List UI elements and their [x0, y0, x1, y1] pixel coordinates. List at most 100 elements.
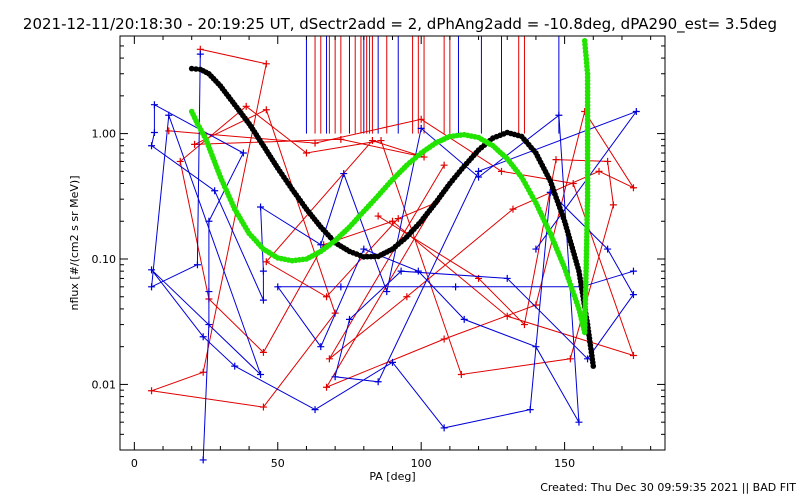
- plus-marker: [440, 161, 448, 169]
- plus-marker: [274, 283, 282, 291]
- plus-marker: [193, 261, 201, 269]
- plus-marker: [259, 296, 267, 304]
- x-tick-label: 0: [131, 457, 138, 470]
- y-tick-label: 0.10: [92, 253, 117, 266]
- plus-marker: [420, 153, 428, 161]
- plus-marker: [452, 283, 460, 291]
- y-tick-label: 1.00: [92, 128, 117, 141]
- plus-marker: [632, 108, 640, 116]
- plus-marker: [205, 321, 213, 329]
- plus-marker: [383, 288, 391, 296]
- plus-marker: [259, 267, 267, 275]
- plus-marker: [262, 106, 270, 114]
- creation-footer: Created: Thu Dec 30 09:59:35 2021 || BAD…: [540, 481, 796, 494]
- plus-marker: [609, 201, 617, 209]
- plus-marker: [311, 406, 319, 414]
- plus-marker: [323, 383, 331, 391]
- plus-marker: [389, 217, 396, 225]
- plus-marker: [368, 137, 376, 145]
- plus-marker: [176, 157, 184, 165]
- plus-marker: [239, 149, 247, 157]
- plus-marker: [520, 321, 528, 329]
- plus-marker: [397, 267, 405, 275]
- plus-marker: [629, 267, 637, 275]
- plus-marker: [150, 101, 158, 109]
- curve-dot: [188, 65, 195, 72]
- plus-marker: [575, 418, 583, 426]
- plot-frame: [119, 35, 666, 451]
- plus-marker: [340, 170, 348, 178]
- plus-marker: [417, 115, 425, 123]
- y-tick-label: 0.01: [92, 378, 117, 391]
- plus-marker: [377, 137, 385, 145]
- plus-marker: [360, 245, 368, 253]
- plus-marker: [604, 245, 612, 253]
- curve-dot: [193, 66, 199, 72]
- plus-marker: [552, 156, 560, 164]
- axes-layer: 0 50 100 150 0.01 0.10 1.00 PA [deg] nflux [#/(c…: [68, 35, 666, 483]
- chart-title: 2021-12-11/20:18:30 - 20:19:25 UT, dSect…: [22, 15, 778, 33]
- plus-marker: [566, 355, 574, 363]
- plus-marker: [394, 215, 402, 223]
- plus-marker: [503, 312, 511, 320]
- plus-marker: [262, 258, 270, 266]
- plus-marker: [503, 274, 511, 282]
- plus-marker: [259, 348, 267, 356]
- plus-marker: [302, 149, 310, 157]
- x-axis-label: PA [deg]: [369, 470, 415, 483]
- plus-marker: [150, 129, 158, 137]
- plus-marker: [196, 50, 204, 58]
- plus-marker: [460, 315, 468, 323]
- plus-marker: [257, 203, 265, 211]
- plus-marker: [317, 241, 325, 249]
- plus-marker: [191, 140, 199, 148]
- plus-marker: [325, 355, 333, 363]
- plus-marker: [532, 343, 540, 351]
- plus-marker: [231, 362, 239, 370]
- plus-marker: [374, 378, 382, 386]
- curve-dot: [581, 37, 588, 44]
- x-tick-label: 50: [271, 457, 285, 470]
- plus-marker: [242, 102, 250, 110]
- series-line-3: [151, 54, 638, 429]
- plus-marker: [526, 406, 534, 414]
- plus-marker: [331, 373, 339, 381]
- plus-marker: [262, 60, 270, 68]
- plus-marker: [317, 343, 325, 351]
- plus-marker: [165, 127, 173, 135]
- plus-marker: [205, 288, 213, 296]
- plus-marker: [199, 333, 207, 341]
- plus-marker: [148, 387, 156, 395]
- plus-marker: [440, 424, 448, 432]
- plus-marker: [199, 368, 207, 376]
- plus-marker: [211, 187, 219, 195]
- plus-marker: [475, 173, 483, 181]
- series-line-4: [151, 103, 634, 460]
- plus-marker: [259, 403, 267, 411]
- plus-marker: [414, 267, 422, 275]
- plus-marker: [403, 293, 411, 301]
- plus-marker: [457, 370, 465, 378]
- plus-marker: [148, 142, 156, 150]
- plus-marker: [389, 358, 396, 366]
- plus-marker: [440, 335, 448, 343]
- plus-marker: [148, 266, 156, 274]
- plus-marker: [311, 139, 319, 147]
- plus-marker: [323, 293, 331, 301]
- plus-marker: [148, 283, 156, 291]
- vertical-line-layer: [305, 36, 560, 134]
- plus-marker: [337, 283, 345, 291]
- series-layer: [148, 45, 640, 464]
- plus-marker: [555, 111, 563, 119]
- plus-marker: [345, 315, 353, 323]
- plus-marker: [498, 167, 505, 175]
- plus-marker: [417, 124, 425, 132]
- curve-dot: [590, 363, 597, 369]
- plus-marker: [629, 291, 637, 299]
- plus-marker: [374, 212, 382, 220]
- x-tick-label: 150: [554, 457, 575, 470]
- series-line-1: [151, 48, 635, 408]
- plus-marker: [629, 352, 637, 360]
- plus-marker: [629, 184, 637, 192]
